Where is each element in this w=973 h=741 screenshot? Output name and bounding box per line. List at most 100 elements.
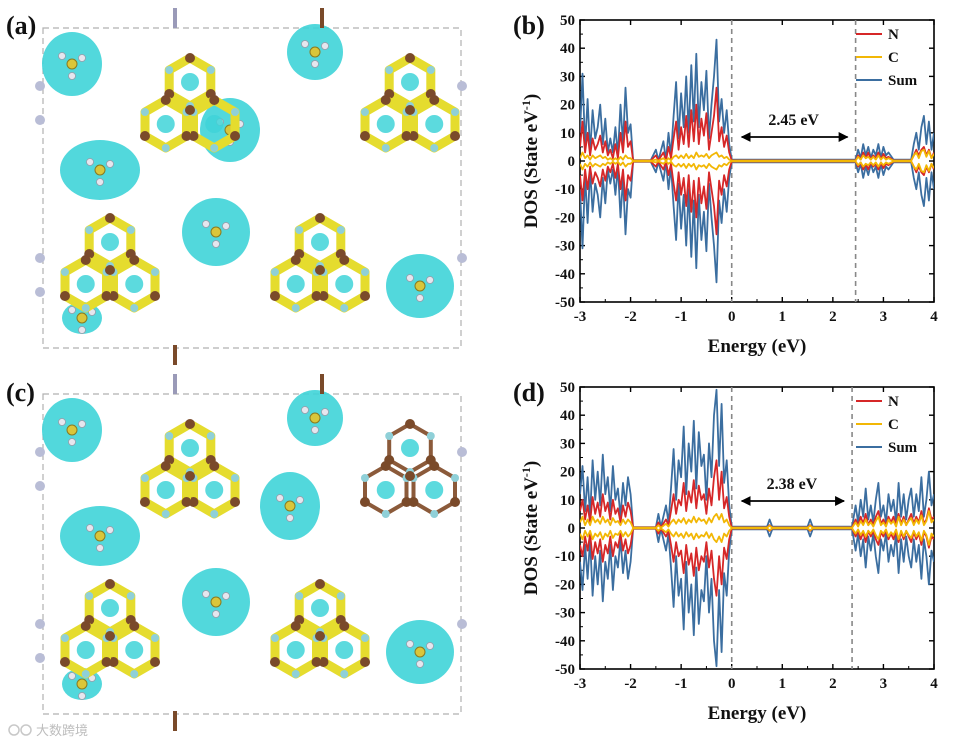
legend-label-n: N <box>888 394 899 410</box>
carbon-atom <box>181 131 192 141</box>
ring-nitrogen-atom <box>360 474 369 482</box>
ring-nitrogen-atom <box>60 634 69 642</box>
ring-nitrogen-atom <box>270 634 279 642</box>
ring-nitrogen-atom <box>291 670 300 678</box>
y-tick-label: 20 <box>560 465 575 481</box>
hydrogen-atom <box>286 514 294 522</box>
panel-label-c: (c) <box>6 378 35 407</box>
hydrogen-atom <box>78 420 86 428</box>
carbon-atom <box>311 657 322 667</box>
unit-cell-frame <box>42 393 462 715</box>
panel-label-d: (d) <box>513 378 545 407</box>
hydrogen-atom <box>86 158 94 166</box>
ring-nitrogen-atom <box>361 634 370 642</box>
y-tick-label: -40 <box>555 634 575 650</box>
charge-density-structure-a <box>35 8 467 365</box>
hydrogen-atom <box>406 640 414 648</box>
ring-center-lobe <box>425 481 444 499</box>
ring-nitrogen-atom <box>161 144 170 152</box>
boundary-atom <box>35 115 45 125</box>
hydrogen-atom <box>296 496 304 504</box>
hydrogen-atom <box>202 220 210 228</box>
panel-label-a: (a) <box>6 11 36 40</box>
carbon-atom <box>230 497 241 507</box>
y-tick-label: 40 <box>560 41 575 57</box>
y-axis-title: DOS (State eV-1) <box>519 461 542 596</box>
series-group-d <box>580 388 934 668</box>
nitrogen-atom <box>414 280 426 292</box>
nitrogen-atom <box>210 596 222 608</box>
y-tick-label: 30 <box>560 436 575 452</box>
boundary-atom <box>35 447 45 457</box>
hydrogen-atom <box>96 544 104 552</box>
boundary-atom <box>457 253 467 263</box>
series-line-c-down <box>580 160 934 174</box>
x-tick-label: -1 <box>675 676 688 692</box>
hydrogen-atom <box>311 60 319 68</box>
y-tick-label: -40 <box>555 267 575 283</box>
carbon-atom <box>290 621 301 631</box>
ring-nitrogen-atom <box>336 592 345 600</box>
carbon-atom <box>59 291 70 301</box>
carbon-atom <box>405 53 415 63</box>
carbon-atom <box>150 657 161 667</box>
ring-nitrogen-atom <box>270 268 279 276</box>
ring-nitrogen-atom <box>340 304 349 312</box>
x-tick-label: 4 <box>930 309 938 325</box>
ring-nitrogen-atom <box>165 66 174 74</box>
y-tick-label: -50 <box>555 295 575 311</box>
y-axis-title-main: DOS (State eV <box>521 477 542 595</box>
series-line-sum-down <box>580 160 934 284</box>
ring-center-lobe <box>101 599 119 617</box>
nitrogen-atom <box>94 530 106 542</box>
ring-center-lobe <box>311 599 329 617</box>
hydrogen-atom <box>78 692 86 700</box>
hydrogen-atom <box>416 294 424 302</box>
carbon-atom <box>139 497 150 507</box>
ring-nitrogen-atom <box>140 474 149 482</box>
carbon-atom <box>230 131 241 141</box>
ring-nitrogen-atom <box>385 432 394 440</box>
ring-nitrogen-atom <box>81 670 90 678</box>
ring-nitrogen-atom <box>360 108 369 116</box>
carbon-atom <box>101 657 112 667</box>
hydrogen-atom <box>68 72 76 80</box>
hydrogen-atom <box>68 306 76 314</box>
x-tick-label: 0 <box>728 676 736 692</box>
ring-nitrogen-atom <box>151 268 160 276</box>
ring-center-lobe <box>376 115 395 133</box>
y-tick-label: 40 <box>560 408 575 424</box>
ring-nitrogen-atom <box>385 66 394 74</box>
ring-center-lobe <box>376 481 395 499</box>
ring-center-lobe <box>125 641 144 659</box>
ring-nitrogen-atom <box>361 268 370 276</box>
watermark-text: 大数跨境 <box>36 724 88 739</box>
boundary-atom <box>35 287 45 297</box>
legend-label-sum: Sum <box>888 73 918 89</box>
ring-center-lobe <box>311 233 329 251</box>
y-tick-label: 0 <box>568 154 576 170</box>
center-carbon-atom <box>105 631 115 641</box>
ring-nitrogen-atom <box>126 226 135 234</box>
carbon-atom <box>360 657 371 667</box>
ring-nitrogen-atom <box>81 304 90 312</box>
y-tick-label: -20 <box>555 210 575 226</box>
x-tick-label: -2 <box>624 676 637 692</box>
boundary-atom <box>35 653 45 663</box>
watermark-logo-icon-2 <box>20 724 32 736</box>
ring-center-lobe <box>205 115 224 133</box>
carbon-atom <box>269 657 280 667</box>
ring-nitrogen-atom <box>231 108 240 116</box>
x-tick-label: -3 <box>574 309 587 325</box>
carbon-atom <box>315 213 325 223</box>
hydrogen-atom <box>212 610 220 618</box>
ring-nitrogen-atom <box>426 432 435 440</box>
ring-center-lobe <box>156 481 175 499</box>
center-carbon-atom <box>185 105 195 115</box>
ring-nitrogen-atom <box>206 432 215 440</box>
series-line-sum-up <box>580 38 934 162</box>
hydrogen-atom <box>86 524 94 532</box>
hydrogen-atom <box>301 40 309 48</box>
nitrogen-atom <box>210 226 222 238</box>
series-line-sum-down <box>580 527 934 668</box>
